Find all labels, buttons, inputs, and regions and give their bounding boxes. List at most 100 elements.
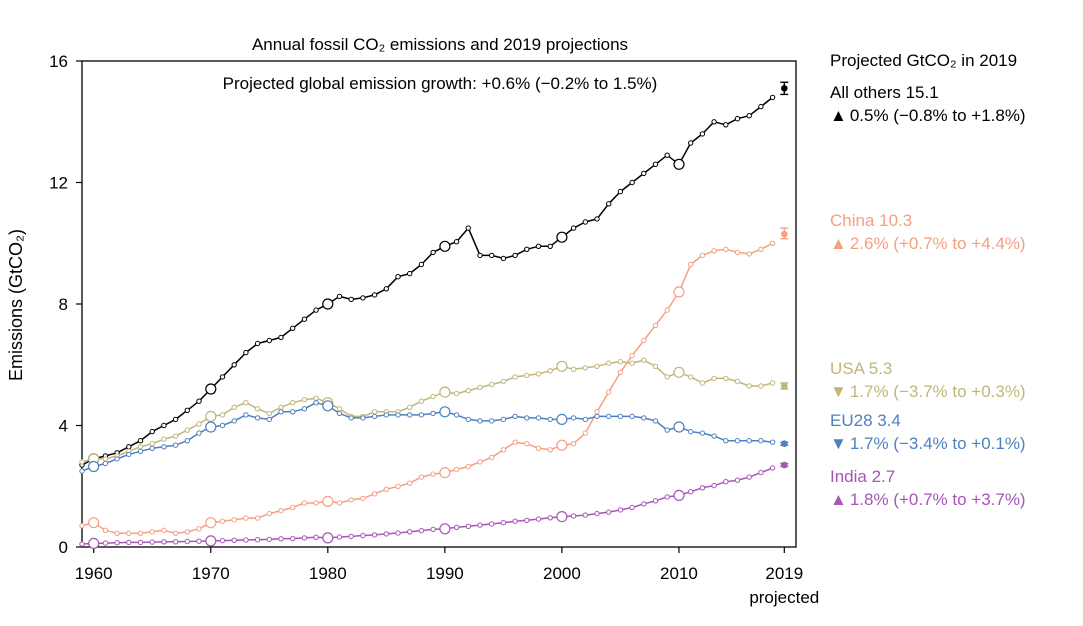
data-point-open — [673, 366, 685, 378]
data-point-open — [88, 517, 100, 529]
data-point — [570, 441, 577, 447]
data-point — [688, 374, 694, 380]
data-point — [746, 474, 752, 480]
series-china — [79, 227, 789, 536]
data-point — [266, 510, 272, 517]
data-point — [231, 418, 237, 424]
data-point-open — [205, 517, 217, 529]
data-point-open — [556, 360, 568, 372]
x-tick-label: 1980 — [309, 564, 347, 583]
triangle-down-icon: ▼ — [830, 434, 847, 453]
data-point — [290, 400, 296, 406]
data-point — [641, 357, 647, 363]
data-point — [711, 433, 717, 439]
data-point — [102, 460, 109, 467]
data-point — [161, 539, 167, 545]
data-point — [360, 295, 366, 301]
data-point — [594, 409, 600, 415]
data-point — [570, 513, 577, 519]
data-point — [769, 380, 776, 386]
data-point-open — [439, 523, 451, 535]
data-point — [500, 416, 507, 423]
data-point — [430, 410, 436, 417]
chart-subtitle: Projected global emission growth: +0.6% … — [223, 74, 658, 93]
data-point — [465, 416, 471, 423]
data-point — [407, 529, 413, 535]
data-point — [641, 170, 647, 177]
legend-entry-india: India 2.7 ▲ 1.8% (+0.7% to +3.7%) — [830, 467, 1026, 509]
x-tick-label: 2019 — [765, 564, 803, 583]
data-point — [524, 246, 530, 253]
data-point — [688, 489, 694, 495]
data-point — [477, 384, 483, 391]
data-point — [535, 243, 542, 250]
data-point — [664, 307, 670, 313]
data-point — [769, 240, 776, 247]
data-point — [395, 412, 401, 418]
data-point — [196, 538, 202, 544]
data-point — [184, 427, 191, 433]
data-point — [313, 307, 319, 313]
legend-label-usa: USA 5.3 — [830, 359, 892, 378]
data-point — [418, 474, 425, 480]
data-point — [606, 360, 612, 366]
data-point — [547, 447, 553, 453]
data-point-open — [322, 532, 334, 544]
data-point — [336, 406, 343, 412]
data-point — [699, 485, 706, 491]
data-point-open — [205, 410, 217, 422]
data-point — [652, 161, 659, 168]
triangle-up-icon: ▲ — [830, 106, 847, 125]
chart-title: Annual fossil CO₂ emissions and 2019 pro… — [252, 35, 628, 54]
data-point — [734, 116, 741, 122]
data-point — [290, 409, 296, 415]
data-point — [360, 495, 366, 502]
data-point — [149, 445, 155, 451]
data-point — [301, 535, 308, 541]
x-tick-label: 1990 — [426, 564, 464, 583]
series-all-others — [79, 81, 789, 468]
data-point — [290, 535, 296, 542]
data-point — [254, 340, 261, 347]
x-tick-projected-label: projected — [749, 588, 819, 607]
data-point — [723, 375, 729, 382]
data-point — [231, 517, 237, 523]
data-point — [196, 421, 202, 427]
data-point — [231, 537, 237, 543]
y-tick-label: 4 — [59, 417, 68, 436]
data-point — [629, 352, 635, 359]
data-point — [453, 524, 460, 530]
data-point-open — [673, 421, 685, 433]
data-point — [477, 522, 483, 528]
legend-growth-text: 1.7% (−3.4% to +0.1%) — [850, 434, 1026, 453]
data-point — [652, 498, 659, 504]
data-point — [301, 397, 308, 403]
y-axis-label: Emissions (GtCO₂) — [6, 229, 26, 381]
data-point — [254, 415, 261, 421]
data-point — [512, 374, 518, 380]
data-point — [723, 438, 729, 444]
data-point — [371, 292, 378, 298]
data-point — [407, 412, 413, 418]
legend-entry-all-others: All others 15.1 ▲ 0.5% (−0.8% to +1.8%) — [830, 83, 1026, 125]
data-point — [664, 494, 670, 500]
data-point — [617, 413, 624, 420]
data-point — [746, 438, 752, 444]
data-point — [360, 415, 366, 421]
data-point — [465, 463, 471, 470]
data-point-open — [556, 413, 568, 425]
data-point — [699, 430, 706, 436]
legend-growth-text: 1.7% (−3.7% to +0.3%) — [850, 382, 1026, 401]
data-point — [137, 448, 144, 454]
data-point — [500, 520, 507, 526]
data-point — [723, 246, 729, 253]
data-point — [254, 515, 261, 521]
data-point — [137, 438, 144, 444]
data-point — [301, 500, 308, 506]
data-point — [243, 515, 249, 521]
y-tick-label: 0 — [59, 538, 68, 557]
data-point — [489, 381, 495, 388]
data-point — [746, 383, 752, 389]
y-tick-label: 16 — [49, 52, 68, 71]
data-point — [594, 216, 600, 222]
